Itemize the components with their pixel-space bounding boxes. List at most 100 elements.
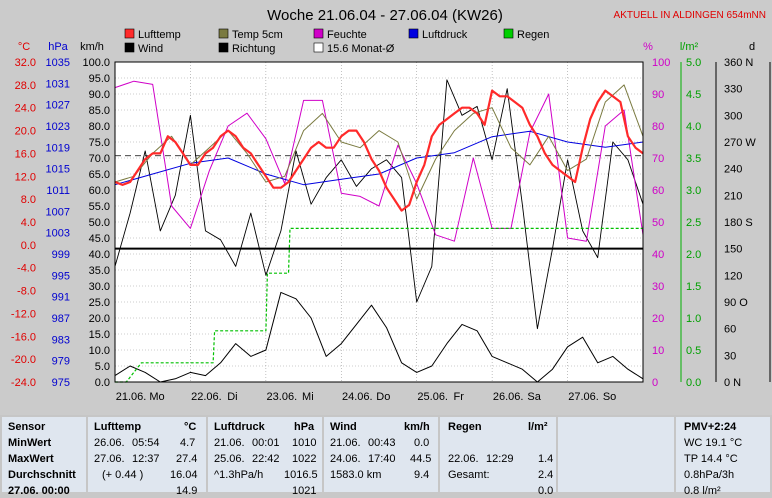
regen-unit: l/m² (528, 421, 548, 433)
rain-tick-label: 4.0 (686, 121, 701, 133)
legend-swatch (218, 28, 229, 39)
wind-tick-label: 80.0 (89, 121, 110, 133)
wind-tick-label: 40.0 (89, 249, 110, 261)
x-date-label: 23.06. (267, 391, 298, 403)
wind-tick-label: 95.0 (89, 73, 110, 85)
wind-max-time: 17:40 (368, 453, 396, 465)
legend-label: Richtung (232, 43, 275, 55)
luftdruck-min-time: 00:01 (252, 437, 280, 449)
humidity-axis-unit: % (643, 41, 653, 53)
pressure-tick-label: 975 (52, 377, 70, 389)
pressure-tick-label: 999 (52, 249, 70, 261)
humidity-tick-label: 60 (652, 185, 664, 197)
rain-tick-label: 1.0 (686, 313, 701, 325)
wind-tick-label: 70.0 (89, 153, 110, 165)
direction-tick-label: 120 (724, 270, 742, 282)
weather-chart: Woche 21.06.04 - 27.06.04 (KW26) AKTUELL… (10, 7, 771, 403)
wind-distance: 1583.0 km (330, 469, 382, 481)
regen-now-value: 0.0 (538, 485, 554, 497)
sensor-header: Sensor (8, 421, 46, 433)
wind-tick-label: 20.0 (89, 313, 110, 325)
pmv-rain: 0.8 l/m² (684, 485, 721, 497)
x-date-label: 26.06. (493, 391, 524, 403)
series-temp-5cm (114, 84, 644, 200)
lufttemp-min-value: 4.7 (180, 437, 196, 449)
temp-tick-label: 16.0 (15, 148, 36, 160)
pressure-tick-label: 995 (52, 270, 70, 282)
regen-box (440, 417, 556, 492)
temp-tick-label: 24.0 (15, 103, 36, 115)
legend-label: Feuchte (327, 29, 367, 41)
luftdruck-min-date: 21.06. (214, 437, 245, 449)
wind-min-time: 00:43 (368, 437, 396, 449)
wind-axis-unit: km/h (80, 41, 104, 53)
chart-title: Woche 21.06.04 - 27.06.04 (KW26) (267, 7, 503, 24)
regen-max-time: 12:29 (486, 453, 514, 465)
humidity-tick-label: 40 (652, 249, 664, 261)
lufttemp-max-value: 27.4 (176, 453, 198, 465)
direction-axis-unit: d (749, 41, 755, 53)
rain-tick-label: 3.5 (686, 153, 701, 165)
x-day-label: Do (376, 391, 390, 403)
humidity-tick-label: 10 (652, 345, 664, 357)
grid (114, 61, 644, 383)
legend-swatch (313, 28, 324, 39)
lufttemp-min-date: 26.06. (94, 437, 125, 449)
wind-tick-label: 45.0 (89, 233, 110, 245)
regen-header: Regen (448, 421, 482, 433)
direction-tick-label: 150 (724, 244, 742, 256)
temp-tick-label: -16.0 (11, 331, 36, 343)
wind-tick-label: 85.0 (89, 105, 110, 117)
temp-tick-label: -24.0 (11, 377, 36, 389)
direction-tick-label: 180 S (724, 217, 753, 229)
lufttemp-box (88, 417, 206, 492)
wind-header: Wind (330, 421, 357, 433)
wind-tick-label: 50.0 (89, 217, 110, 229)
regen-total-label: Gesamt: (448, 469, 490, 481)
wind-tick-label: 65.0 (89, 169, 110, 181)
pmv-pressure-trend: 0.8hPa/3h (684, 469, 735, 481)
luftdruck-min-value: 1010 (292, 437, 317, 449)
pmv-box (676, 417, 770, 492)
series-regen (115, 227, 643, 383)
x-day-label: Fr (454, 391, 465, 403)
legend-swatch (218, 42, 229, 53)
pressure-tick-label: 1027 (46, 100, 70, 112)
temp-tick-label: -12.0 (11, 308, 36, 320)
rain-tick-label: 3.0 (686, 185, 701, 197)
rain-tick-label: 2.5 (686, 217, 701, 229)
regen-max-date: 22.06. (448, 453, 479, 465)
lufttemp-min-time: 05:54 (132, 437, 160, 449)
x-date-label: 27.06. (568, 391, 599, 403)
temp-axis-unit: °C (18, 41, 30, 53)
series-wind (114, 291, 644, 383)
location-note: AKTUELL IN ALDINGEN 654mNN (614, 10, 766, 21)
legend-swatch (313, 42, 324, 53)
temp-tick-label: 8.0 (21, 194, 36, 206)
direction-tick-label: 210 (724, 190, 742, 202)
pressure-tick-label: 991 (52, 292, 70, 304)
lufttemp-now-value: 14.9 (176, 485, 198, 497)
wind-tick-label: 60.0 (89, 185, 110, 197)
pressure-tick-label: 983 (52, 334, 70, 346)
pressure-tick-label: 1007 (46, 206, 70, 218)
temp-tick-label: -20.0 (11, 354, 36, 366)
series-layer (114, 79, 644, 383)
row-label-min: MinWert (8, 437, 52, 449)
rain-axis-unit: l/m² (680, 41, 699, 53)
luftdruck-trend: ^1.3hPa/h (214, 469, 264, 481)
wind-unit: km/h (404, 421, 430, 433)
temp-tick-label: 28.0 (15, 80, 36, 92)
empty-box (558, 417, 674, 492)
x-date-label: 25.06. (417, 391, 448, 403)
row-label-now: 27.06. 00:00 (8, 485, 70, 497)
pressure-tick-label: 1031 (46, 78, 70, 90)
temp-tick-label: 4.0 (21, 217, 36, 229)
pressure-tick-label: 1015 (46, 164, 70, 176)
rain-tick-label: 5.0 (686, 57, 701, 69)
legend-label: Temp 5cm (232, 29, 283, 41)
pressure-tick-label: 1035 (46, 57, 70, 69)
humidity-tick-label: 90 (652, 89, 664, 101)
row-label-max: MaxWert (8, 453, 54, 465)
